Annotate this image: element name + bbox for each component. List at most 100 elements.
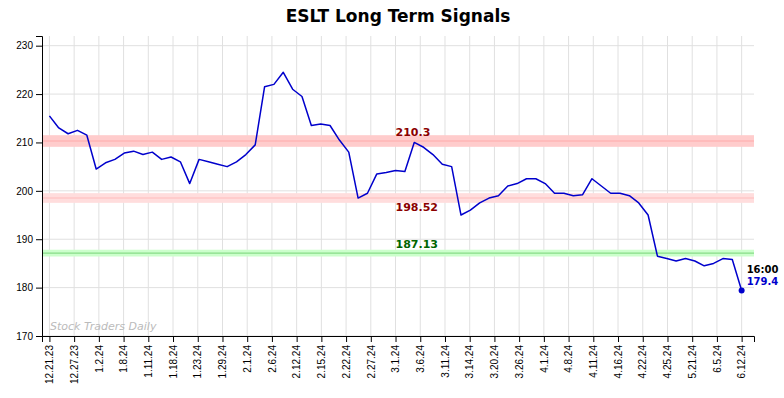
x-tick-mark	[569, 336, 570, 342]
grid-line	[98, 36, 99, 336]
x-tick-mark	[148, 336, 149, 342]
x-tick: 4.22.24	[637, 336, 648, 378]
x-tick-mark	[445, 336, 446, 342]
x-tick-mark	[643, 336, 644, 342]
grid-line	[494, 36, 495, 336]
y-tick-label: 170	[16, 331, 33, 342]
x-tick: 1.18.24	[168, 336, 179, 378]
x-axis-line	[43, 337, 755, 343]
x-tick-label: 6.12.24	[736, 345, 747, 379]
x-tick-mark	[99, 336, 100, 342]
x-tick-label: 4.1.24	[539, 345, 550, 373]
x-tick-label: 12.21.23	[44, 345, 55, 384]
signal-line	[42, 197, 754, 198]
grid-line	[716, 36, 717, 336]
x-tick-mark	[593, 336, 594, 342]
x-tick-mark	[519, 336, 520, 342]
x-tick: 3.26.24	[514, 336, 525, 378]
x-tick: 3.20.24	[489, 336, 500, 378]
price-line	[49, 72, 741, 290]
x-tick-label: 12.27.23	[69, 345, 80, 384]
x-tick-label: 1.11.24	[143, 345, 154, 378]
signal-label: 198.52	[396, 201, 438, 214]
y-tick: 180	[16, 282, 42, 293]
grid-line	[321, 36, 322, 336]
y-tick: 170	[16, 331, 42, 342]
y-tick: 220	[16, 89, 42, 100]
x-tick-label: 3.14.24	[464, 345, 475, 379]
x-tick-label: 1.8.24	[118, 345, 129, 373]
x-tick-label: 2.6.24	[267, 345, 278, 373]
x-tick: 1.2.24	[94, 336, 105, 373]
x-tick-label: 2.12.24	[291, 345, 302, 379]
signal-line	[42, 140, 754, 141]
x-tick-mark	[124, 336, 125, 342]
end-label: 179.4	[747, 276, 779, 287]
grid-line	[444, 36, 445, 336]
grid-line	[642, 36, 643, 336]
y-tick-mark	[36, 94, 42, 95]
signal-label: 210.3	[396, 126, 431, 139]
x-axis: 12.21.23 12.27.23 1.2.24 1.8.24 1.11.24 1.18.…	[43, 336, 755, 384]
grid-line	[74, 36, 75, 336]
grid-line	[667, 36, 668, 336]
x-tick: 2.22.24	[341, 336, 352, 378]
grid-line	[469, 36, 470, 336]
y-tick-mark	[36, 191, 42, 192]
grid-line	[296, 36, 297, 336]
x-tick-label: 5.21.24	[687, 345, 698, 379]
x-tick-mark	[618, 336, 619, 342]
y-tick: 190	[16, 234, 42, 245]
y-tick-label: 230	[16, 40, 33, 51]
x-tick-label: 1.18.24	[168, 345, 179, 379]
grid	[42, 36, 754, 336]
x-tick: 6.12.24	[736, 336, 747, 378]
x-tick-label: 3.11.24	[440, 345, 451, 378]
x-tick: 3.11.24	[440, 336, 451, 378]
grid-line	[247, 36, 248, 336]
last-point	[739, 288, 745, 294]
x-tick-label: 4.16.24	[613, 345, 624, 379]
x-tick: 4.11.24	[588, 336, 599, 378]
x-tick-label: 1.23.24	[192, 345, 203, 379]
y-tick-mark	[36, 239, 42, 240]
grid-line	[395, 36, 396, 336]
x-tick-mark	[222, 336, 223, 342]
x-tick: 12.27.23	[69, 336, 80, 384]
grid-line	[346, 36, 347, 336]
x-tick-label: 2.15.24	[316, 345, 327, 379]
x-tick-mark	[544, 336, 545, 342]
grid-line	[173, 36, 174, 336]
x-tick-mark	[717, 336, 718, 342]
watermark: Stock Traders Daily	[50, 320, 157, 333]
annotations: 210.3198.52187.1316:00179.4Stock Traders…	[50, 126, 779, 333]
x-tick: 3.14.24	[464, 336, 475, 378]
x-tick-label: 4.11.24	[588, 345, 599, 378]
y-tick-label: 210	[16, 137, 33, 148]
x-tick: 5.21.24	[687, 336, 698, 378]
x-tick-label: 1.2.24	[94, 345, 105, 373]
x-tick: 1.23.24	[192, 336, 203, 378]
x-tick: 2.27.24	[366, 336, 377, 378]
x-tick-mark	[396, 336, 397, 342]
x-tick-mark	[692, 336, 693, 342]
y-tick: 230	[16, 40, 42, 51]
x-tick-mark	[74, 336, 75, 342]
x-tick: 2.15.24	[316, 336, 327, 378]
chart: 12.21.23 12.27.23 1.2.24 1.8.24 1.11.24 1.18.…	[0, 0, 784, 398]
x-tick-mark	[198, 336, 199, 342]
x-tick-mark	[667, 336, 668, 342]
grid-line	[197, 36, 198, 336]
x-tick-mark	[494, 336, 495, 342]
x-tick: 1.8.24	[118, 336, 129, 373]
x-tick-mark	[173, 336, 174, 342]
x-tick-label: 2.1.24	[242, 345, 253, 373]
x-tick-label: 4.8.24	[563, 345, 574, 373]
x-tick-mark	[470, 336, 471, 342]
y-tick-label: 200	[16, 186, 33, 197]
x-tick-mark	[371, 336, 372, 342]
x-tick-mark	[321, 336, 322, 342]
y-tick-label: 190	[16, 234, 33, 245]
grid-line	[271, 36, 272, 336]
end-label: 16:00	[747, 264, 779, 275]
